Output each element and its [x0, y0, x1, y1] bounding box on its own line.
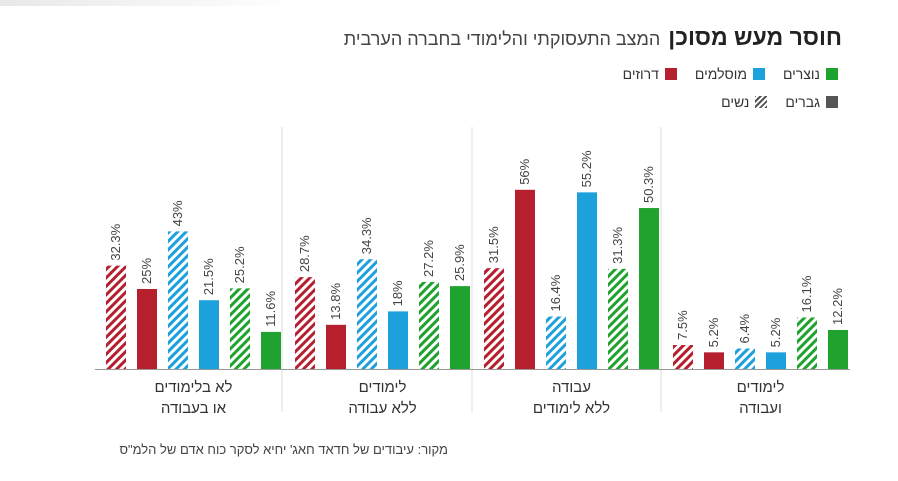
title-bold: חוסר מעש מסוכן	[668, 24, 842, 50]
legend-swatch-muslims	[752, 68, 765, 80]
legend-label-druze: דרוזים	[622, 66, 659, 82]
bar-g3-s5	[828, 329, 848, 369]
bar-g1-s3	[388, 311, 408, 369]
bar-g1-s4	[419, 281, 439, 369]
data-label-g1-s4: 27.2%	[421, 240, 436, 277]
data-label-g2-s4: 31.3%	[610, 227, 625, 264]
legend-swatch-christians	[826, 68, 838, 80]
legend-swatch-women	[755, 96, 768, 108]
data-label-g3-s0: 7.5%	[675, 310, 690, 340]
bar-g1-s2	[357, 259, 377, 369]
legend-label-women: נשים	[721, 94, 750, 110]
bar-g3-s2	[735, 348, 755, 369]
category-label-2-line-0: עבודה	[552, 379, 591, 396]
category-label-1-line-0: לימודים	[359, 379, 407, 396]
bar-g0-s5	[261, 331, 281, 369]
legend-item-druze: דרוזים	[623, 66, 677, 82]
bar-g0-s2	[168, 231, 188, 369]
bar-g1-s5	[450, 286, 470, 369]
data-label-g0-s1: 25%	[139, 258, 154, 284]
data-label-g1-s1: 13.8%	[328, 283, 343, 320]
top-fade	[0, 0, 300, 6]
legend-groups: נוצרים מוסלמים דרוזים	[623, 66, 838, 82]
data-label-g2-s0: 31.5%	[486, 226, 501, 263]
data-label-g2-s3: 55.2%	[579, 150, 594, 187]
data-label-g3-s1: 5.2%	[706, 317, 721, 347]
bar-g0-s3	[199, 300, 219, 369]
data-label-g2-s2: 16.4%	[548, 274, 563, 311]
legend-item-women: נשים	[721, 94, 768, 110]
title-subtitle: המצב התעסוקתי והלימודי בחברה הערבית	[343, 29, 661, 49]
bar-g2-s2	[546, 316, 566, 369]
bar-g0-s0	[106, 265, 126, 369]
data-label-g3-s4: 16.1%	[799, 275, 814, 312]
bar-g3-s4	[797, 317, 817, 369]
category-label-1-line-1: ללא עבודה	[348, 400, 416, 417]
data-label-g1-s3: 18%	[390, 280, 405, 306]
bar-g1-s0	[295, 277, 315, 369]
bar-g2-s3	[577, 192, 597, 369]
legend-item-christians: נוצרים	[783, 66, 838, 82]
data-label-g3-s5: 12.2%	[830, 288, 845, 325]
data-label-g1-s2: 34.3%	[359, 217, 374, 254]
bar-g1-s1	[326, 324, 346, 369]
category-label-0-line-0: לא בלימודים	[154, 379, 232, 396]
data-label-g1-s0: 28.7%	[297, 235, 312, 272]
bar-g2-s1	[515, 189, 535, 369]
bar-g3-s1	[704, 352, 724, 369]
category-label-0-line-1: או בעבודה	[161, 400, 227, 417]
category-label-3-line-0: לימודים	[737, 379, 785, 396]
data-label-g2-s1: 56%	[517, 158, 532, 184]
legend-swatch-druze	[664, 68, 677, 80]
bar-g0-s1	[137, 289, 157, 369]
source-note: מקור: עיבודים של חדאד חאג' יחיא לסקר כוח…	[119, 442, 448, 457]
data-label-g2-s5: 50.3%	[641, 166, 656, 203]
legend-item-men: גברים	[785, 94, 838, 110]
chart-title: חוסר מעש מסוכן המצב התעסוקתי והלימודי בח…	[344, 24, 842, 51]
data-label-g0-s2: 43%	[170, 200, 185, 226]
data-label-g0-s4: 25.2%	[232, 246, 247, 283]
bar-g2-s0	[484, 268, 504, 369]
legend-genders: גברים נשים	[721, 94, 838, 110]
data-label-g3-s2: 6.4%	[737, 313, 752, 343]
category-label-2-line-1: ללא לימודים	[533, 400, 610, 417]
data-label-g0-s5: 11.6%	[263, 291, 278, 327]
data-label-g3-s3: 5.2%	[768, 317, 783, 347]
legend-swatch-men	[826, 96, 838, 108]
legend-label-muslims: מוסלמים	[694, 66, 747, 82]
bar-g3-s0	[673, 345, 693, 369]
bar-g2-s4	[608, 268, 628, 369]
legend-label-christians: נוצרים	[782, 66, 820, 82]
data-label-g1-s5: 25.9%	[452, 244, 467, 281]
bar-g2-s5	[639, 208, 659, 369]
legend-label-men: גברים	[785, 94, 820, 110]
bar-g3-s3	[766, 352, 786, 369]
category-label-3-line-1: ועבודה	[739, 400, 782, 417]
legend-item-muslims: מוסלמים	[695, 66, 765, 82]
data-label-g0-s0: 32.3%	[108, 223, 123, 260]
data-label-g0-s3: 21.5%	[201, 258, 216, 295]
bar-g0-s4	[230, 288, 250, 369]
